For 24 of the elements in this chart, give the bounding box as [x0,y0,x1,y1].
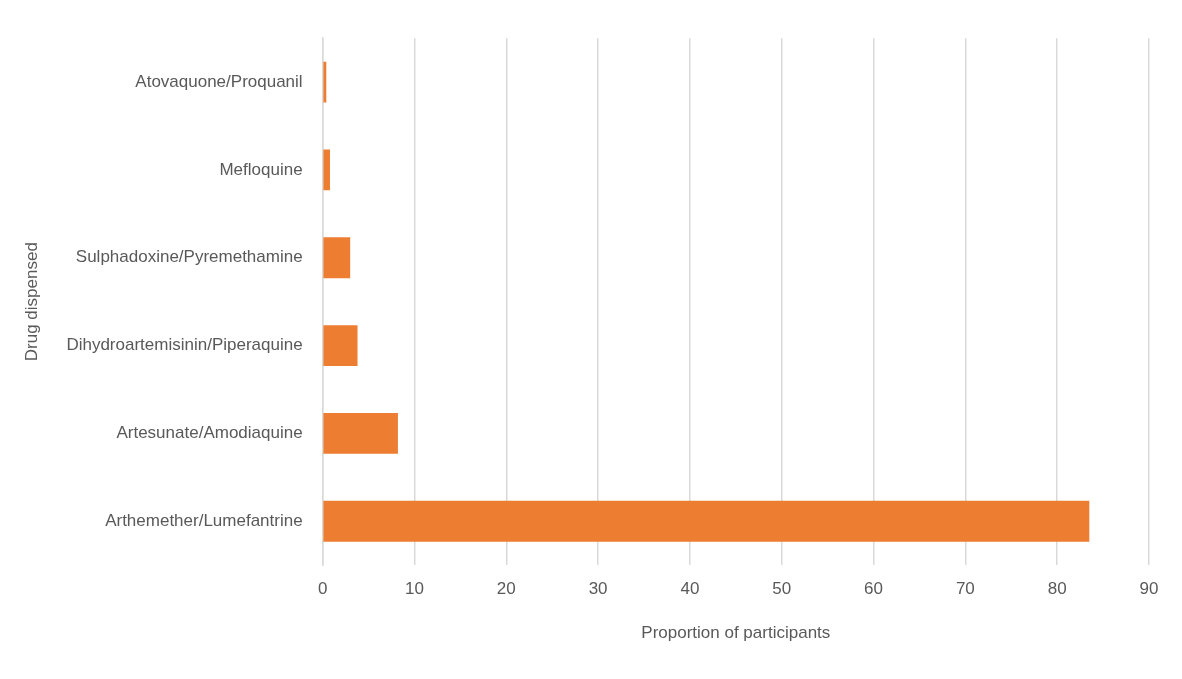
x-tick-label: 90 [1139,579,1159,599]
bar [323,413,398,454]
y-tick-label: Atovaquone/Proquanil [135,71,303,91]
x-tick-label: 80 [1047,579,1067,599]
y-tick-label: Arthemether/Lumefantrine [105,510,303,530]
x-tick-label: 50 [772,579,792,599]
y-tick-label: Mefloquine [219,159,303,179]
y-tick-label: Sulphadoxine/Pyremethamine [75,247,303,267]
x-tick-label: 20 [496,579,516,599]
bar [323,149,330,191]
x-axis-title: Proportion of participants [641,623,831,643]
x-tick-label: 40 [680,579,700,599]
bar [323,237,351,279]
x-tick-label: 30 [588,579,608,599]
y-tick-label: Dihydroartemisinin/Piperaquine [66,335,303,355]
x-tick-label: 60 [864,579,883,599]
x-tick-label: 10 [404,579,424,599]
y-axis-title: Drug dispensed [21,242,41,362]
x-tick-label: 0 [317,579,328,599]
x-tick-label: 70 [955,579,975,599]
bar [323,325,358,367]
bar [323,500,1090,542]
y-tick-label: Artesunate/Amodiaquine [116,423,303,443]
bar [323,61,327,103]
